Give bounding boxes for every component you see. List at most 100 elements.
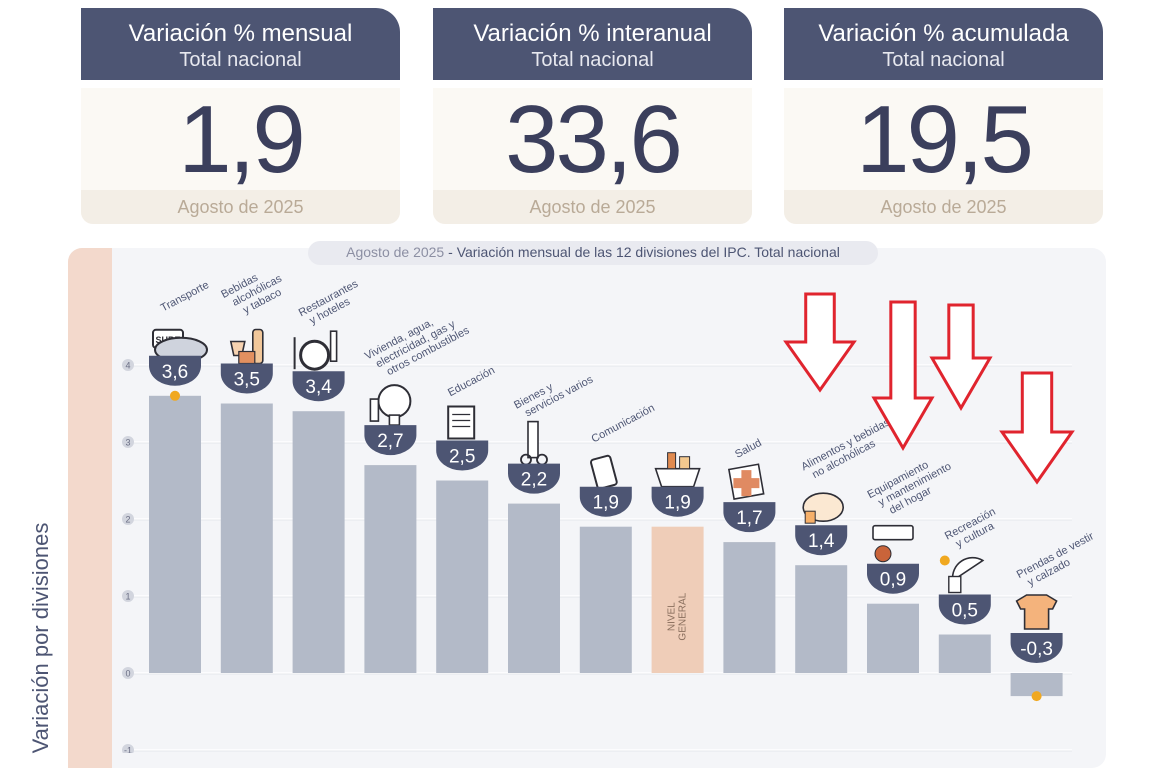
card-subtitle: Total nacional — [179, 49, 302, 71]
y-tick-dot — [122, 359, 134, 371]
value-badge — [579, 486, 632, 517]
wine-bottle-icon — [229, 328, 264, 365]
value-label: 1,7 — [736, 508, 762, 529]
light-bulb-icon — [369, 384, 412, 426]
category-label: Restaurantesy hoteles — [297, 278, 366, 330]
value-label: 1,4 — [808, 531, 835, 552]
ball — [874, 545, 892, 563]
card-accumulated: Variación % acumulada Total nacional 19,… — [784, 8, 1103, 224]
annotation-arrow — [929, 303, 993, 411]
value-label: 0,5 — [952, 601, 978, 622]
chart-title-main: Variación mensual de las 12 divisiones d… — [456, 244, 840, 260]
bar — [149, 395, 201, 673]
card-period: Agosto de 2025 — [433, 190, 752, 224]
value-badge — [1010, 633, 1063, 663]
comb — [527, 420, 539, 459]
bar — [723, 542, 776, 673]
card-value: 1,9 — [178, 86, 305, 193]
umbrella — [951, 556, 985, 582]
bar — [938, 634, 991, 673]
value-label: 2,2 — [521, 470, 547, 491]
value-badge — [364, 425, 417, 456]
medical-cross-icon — [727, 463, 765, 500]
value-label: 0,9 — [880, 570, 906, 591]
card-period: Agosto de 2025 — [784, 190, 1103, 224]
card-header: Variación % interanual Total nacional — [433, 8, 752, 80]
value-badge — [220, 363, 273, 394]
product — [679, 456, 691, 470]
chicken-food-icon — [802, 492, 845, 524]
annotation-arrow — [783, 292, 857, 393]
chart-title-period: Agosto de 2025 — [346, 244, 445, 260]
glass — [804, 510, 816, 524]
cross — [733, 470, 760, 497]
bar — [364, 465, 417, 673]
y-axis-band: Variación por divisiones — [28, 248, 112, 768]
card-body: 33,6 Agosto de 2025 — [433, 88, 752, 224]
min-marker — [1031, 691, 1042, 702]
bar-inner-line: GENERAL — [678, 592, 689, 640]
value-badge — [651, 486, 704, 517]
value-label: -0,3 — [1020, 639, 1053, 660]
bar — [1010, 673, 1063, 697]
card-value: 19,5 — [856, 86, 1034, 193]
bar-inner-line: NIVEL — [667, 602, 678, 631]
card-header: Variación % mensual Total nacional — [81, 8, 400, 80]
card-body: 1,9 Agosto de 2025 — [81, 88, 400, 224]
y-tick-dot — [122, 436, 134, 448]
value-label: 1,9 — [593, 493, 619, 514]
y-tick-dot — [122, 667, 134, 679]
book — [447, 405, 476, 440]
category-label: Salud — [733, 437, 763, 461]
plate — [299, 339, 331, 371]
category-label-line: Educación — [446, 364, 497, 399]
category-label: Educación — [446, 364, 497, 399]
value-label: 2,7 — [377, 431, 403, 452]
card-subtitle: Total nacional — [882, 49, 1005, 71]
card-title: Variación % interanual — [473, 20, 712, 47]
category-label: Transporte — [159, 279, 211, 314]
y-tick-label: -1 — [124, 746, 132, 754]
bar — [867, 603, 919, 673]
category-label: Comunicación — [590, 402, 657, 445]
bar — [795, 565, 848, 673]
bar-inner-label: NIVELGENERAL — [667, 592, 689, 640]
carton — [238, 350, 256, 365]
category-label-line: Salud — [733, 437, 763, 461]
y-tick-label: 3 — [125, 438, 130, 448]
bar — [508, 503, 560, 673]
product — [667, 452, 677, 470]
air-conditioner-icon — [872, 524, 914, 563]
shirt — [1015, 594, 1058, 630]
value-label: 1,9 — [664, 493, 690, 514]
book — [948, 575, 962, 594]
card-period: Agosto de 2025 — [81, 190, 400, 224]
scissors-ring — [536, 453, 548, 466]
category-label: Vivienda, agua,electricidad, gas yotros … — [363, 303, 472, 384]
tshirt-icon — [1015, 594, 1058, 630]
groceries-bag-icon — [654, 452, 701, 488]
value-label: 2,5 — [449, 447, 475, 468]
category-label-line: Comunicación — [590, 402, 657, 445]
phone-icon — [590, 454, 618, 490]
beach-umbrella-icon — [939, 555, 985, 594]
notebook-icon — [447, 405, 476, 440]
value-badge — [508, 463, 560, 494]
bulb — [377, 384, 412, 419]
chart-title: Agosto de 2025 - Variación mensual de la… — [308, 241, 878, 265]
category-label-line: Transporte — [159, 279, 211, 314]
card-title: Variación % mensual — [128, 20, 353, 47]
y-tick-dot — [122, 590, 134, 602]
glass — [329, 330, 338, 363]
card-body: 19,5 Agosto de 2025 — [784, 88, 1103, 224]
bag — [654, 467, 701, 488]
y-tick-dot — [122, 513, 134, 525]
y-tick-label: 1 — [125, 592, 130, 602]
value-badge — [795, 525, 848, 556]
value-badge — [149, 355, 201, 386]
y-tick-label: 4 — [125, 361, 130, 371]
bar — [220, 403, 273, 673]
ac-unit — [872, 524, 914, 541]
value-badge — [938, 594, 991, 625]
category-label: Recreacióny cultura — [943, 506, 1003, 553]
